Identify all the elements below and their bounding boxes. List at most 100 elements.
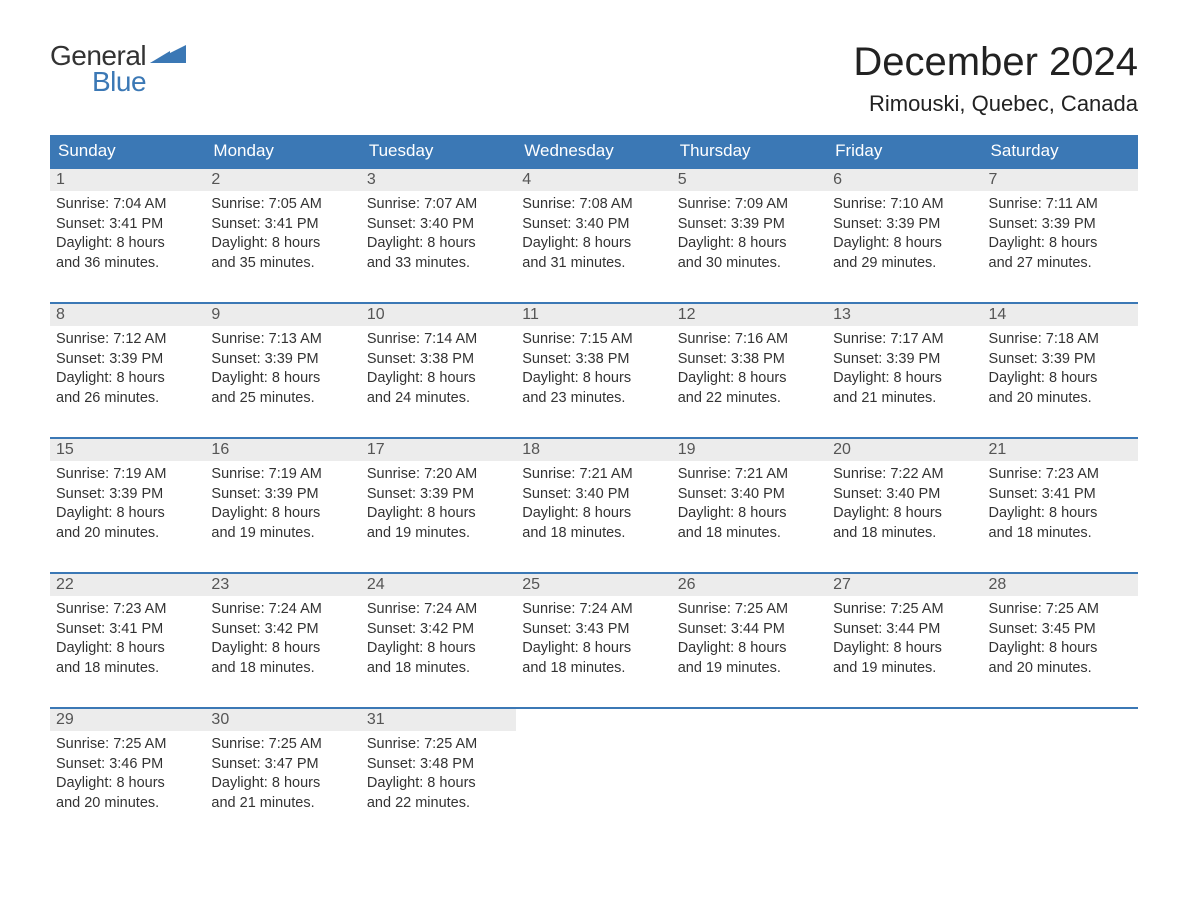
day-content: Sunrise: 7:15 AMSunset: 3:38 PMDaylight:… bbox=[516, 326, 671, 412]
sunrise-text: Sunrise: 7:11 AM bbox=[989, 195, 1132, 215]
sunset-text: Sunset: 3:39 PM bbox=[989, 215, 1132, 235]
day-number: 8 bbox=[50, 304, 205, 326]
day-cell: 23Sunrise: 7:24 AMSunset: 3:42 PMDayligh… bbox=[205, 574, 360, 689]
daylight-text-2: and 35 minutes. bbox=[211, 254, 354, 274]
sunset-text: Sunset: 3:45 PM bbox=[989, 620, 1132, 640]
day-content: Sunrise: 7:10 AMSunset: 3:39 PMDaylight:… bbox=[827, 191, 982, 277]
daylight-text-1: Daylight: 8 hours bbox=[367, 639, 510, 659]
day-number: 19 bbox=[672, 439, 827, 461]
sunset-text: Sunset: 3:40 PM bbox=[833, 485, 976, 505]
day-cell bbox=[983, 709, 1138, 824]
daylight-text-1: Daylight: 8 hours bbox=[56, 504, 199, 524]
daylight-text-2: and 18 minutes. bbox=[211, 659, 354, 679]
sunrise-text: Sunrise: 7:10 AM bbox=[833, 195, 976, 215]
day-cell: 19Sunrise: 7:21 AMSunset: 3:40 PMDayligh… bbox=[672, 439, 827, 554]
daylight-text-2: and 23 minutes. bbox=[522, 389, 665, 409]
daylight-text-2: and 19 minutes. bbox=[367, 524, 510, 544]
daylight-text-2: and 18 minutes. bbox=[833, 524, 976, 544]
daylight-text-1: Daylight: 8 hours bbox=[833, 504, 976, 524]
sunset-text: Sunset: 3:40 PM bbox=[522, 485, 665, 505]
weekday-fri: Friday bbox=[827, 135, 982, 167]
day-cell: 11Sunrise: 7:15 AMSunset: 3:38 PMDayligh… bbox=[516, 304, 671, 419]
day-content: Sunrise: 7:18 AMSunset: 3:39 PMDaylight:… bbox=[983, 326, 1138, 412]
header: General Blue December 2024 Rimouski, Que… bbox=[50, 40, 1138, 117]
sunrise-text: Sunrise: 7:19 AM bbox=[211, 465, 354, 485]
daylight-text-1: Daylight: 8 hours bbox=[833, 234, 976, 254]
daylight-text-1: Daylight: 8 hours bbox=[211, 369, 354, 389]
day-content: Sunrise: 7:23 AMSunset: 3:41 PMDaylight:… bbox=[50, 596, 205, 682]
weekday-mon: Monday bbox=[205, 135, 360, 167]
sunrise-text: Sunrise: 7:18 AM bbox=[989, 330, 1132, 350]
day-number: 26 bbox=[672, 574, 827, 596]
daylight-text-1: Daylight: 8 hours bbox=[211, 234, 354, 254]
sunrise-text: Sunrise: 7:08 AM bbox=[522, 195, 665, 215]
day-number: 20 bbox=[827, 439, 982, 461]
daylight-text-2: and 20 minutes. bbox=[56, 524, 199, 544]
sunset-text: Sunset: 3:48 PM bbox=[367, 755, 510, 775]
day-content: Sunrise: 7:24 AMSunset: 3:42 PMDaylight:… bbox=[361, 596, 516, 682]
day-content: Sunrise: 7:11 AMSunset: 3:39 PMDaylight:… bbox=[983, 191, 1138, 277]
day-content: Sunrise: 7:19 AMSunset: 3:39 PMDaylight:… bbox=[205, 461, 360, 547]
daylight-text-1: Daylight: 8 hours bbox=[367, 369, 510, 389]
day-cell: 16Sunrise: 7:19 AMSunset: 3:39 PMDayligh… bbox=[205, 439, 360, 554]
daylight-text-1: Daylight: 8 hours bbox=[678, 369, 821, 389]
day-number: 27 bbox=[827, 574, 982, 596]
sunrise-text: Sunrise: 7:22 AM bbox=[833, 465, 976, 485]
daylight-text-2: and 18 minutes. bbox=[522, 524, 665, 544]
sunset-text: Sunset: 3:39 PM bbox=[367, 485, 510, 505]
weekday-thu: Thursday bbox=[672, 135, 827, 167]
day-number: 6 bbox=[827, 169, 982, 191]
weeks-container: 1Sunrise: 7:04 AMSunset: 3:41 PMDaylight… bbox=[50, 167, 1138, 824]
sunset-text: Sunset: 3:38 PM bbox=[678, 350, 821, 370]
sunset-text: Sunset: 3:39 PM bbox=[56, 485, 199, 505]
weekday-sun: Sunday bbox=[50, 135, 205, 167]
day-cell: 14Sunrise: 7:18 AMSunset: 3:39 PMDayligh… bbox=[983, 304, 1138, 419]
day-number: 4 bbox=[516, 169, 671, 191]
daylight-text-1: Daylight: 8 hours bbox=[989, 369, 1132, 389]
daylight-text-2: and 24 minutes. bbox=[367, 389, 510, 409]
day-cell: 12Sunrise: 7:16 AMSunset: 3:38 PMDayligh… bbox=[672, 304, 827, 419]
sunset-text: Sunset: 3:39 PM bbox=[678, 215, 821, 235]
day-number: 5 bbox=[672, 169, 827, 191]
daylight-text-1: Daylight: 8 hours bbox=[678, 504, 821, 524]
day-number: 22 bbox=[50, 574, 205, 596]
day-cell: 30Sunrise: 7:25 AMSunset: 3:47 PMDayligh… bbox=[205, 709, 360, 824]
day-number: 11 bbox=[516, 304, 671, 326]
day-content: Sunrise: 7:05 AMSunset: 3:41 PMDaylight:… bbox=[205, 191, 360, 277]
day-content: Sunrise: 7:07 AMSunset: 3:40 PMDaylight:… bbox=[361, 191, 516, 277]
daylight-text-1: Daylight: 8 hours bbox=[522, 639, 665, 659]
sunrise-text: Sunrise: 7:25 AM bbox=[211, 735, 354, 755]
day-content: Sunrise: 7:22 AMSunset: 3:40 PMDaylight:… bbox=[827, 461, 982, 547]
daylight-text-1: Daylight: 8 hours bbox=[56, 234, 199, 254]
sunrise-text: Sunrise: 7:25 AM bbox=[56, 735, 199, 755]
day-cell bbox=[516, 709, 671, 824]
daylight-text-2: and 19 minutes. bbox=[833, 659, 976, 679]
sunset-text: Sunset: 3:40 PM bbox=[678, 485, 821, 505]
day-number: 30 bbox=[205, 709, 360, 731]
sunset-text: Sunset: 3:39 PM bbox=[989, 350, 1132, 370]
weekday-header: Sunday Monday Tuesday Wednesday Thursday… bbox=[50, 135, 1138, 167]
day-cell: 31Sunrise: 7:25 AMSunset: 3:48 PMDayligh… bbox=[361, 709, 516, 824]
day-cell: 9Sunrise: 7:13 AMSunset: 3:39 PMDaylight… bbox=[205, 304, 360, 419]
day-content: Sunrise: 7:08 AMSunset: 3:40 PMDaylight:… bbox=[516, 191, 671, 277]
day-number: 18 bbox=[516, 439, 671, 461]
sunrise-text: Sunrise: 7:21 AM bbox=[522, 465, 665, 485]
daylight-text-1: Daylight: 8 hours bbox=[522, 504, 665, 524]
day-number: 7 bbox=[983, 169, 1138, 191]
day-content: Sunrise: 7:23 AMSunset: 3:41 PMDaylight:… bbox=[983, 461, 1138, 547]
sunrise-text: Sunrise: 7:23 AM bbox=[56, 600, 199, 620]
sunrise-text: Sunrise: 7:23 AM bbox=[989, 465, 1132, 485]
daylight-text-2: and 18 minutes. bbox=[56, 659, 199, 679]
sunset-text: Sunset: 3:39 PM bbox=[833, 350, 976, 370]
daylight-text-1: Daylight: 8 hours bbox=[367, 504, 510, 524]
daylight-text-2: and 19 minutes. bbox=[678, 659, 821, 679]
location: Rimouski, Quebec, Canada bbox=[853, 91, 1138, 117]
day-cell: 27Sunrise: 7:25 AMSunset: 3:44 PMDayligh… bbox=[827, 574, 982, 689]
day-number: 17 bbox=[361, 439, 516, 461]
sunset-text: Sunset: 3:39 PM bbox=[211, 485, 354, 505]
sunrise-text: Sunrise: 7:04 AM bbox=[56, 195, 199, 215]
daylight-text-2: and 36 minutes. bbox=[56, 254, 199, 274]
daylight-text-2: and 33 minutes. bbox=[367, 254, 510, 274]
day-content: Sunrise: 7:21 AMSunset: 3:40 PMDaylight:… bbox=[672, 461, 827, 547]
weekday-tue: Tuesday bbox=[361, 135, 516, 167]
